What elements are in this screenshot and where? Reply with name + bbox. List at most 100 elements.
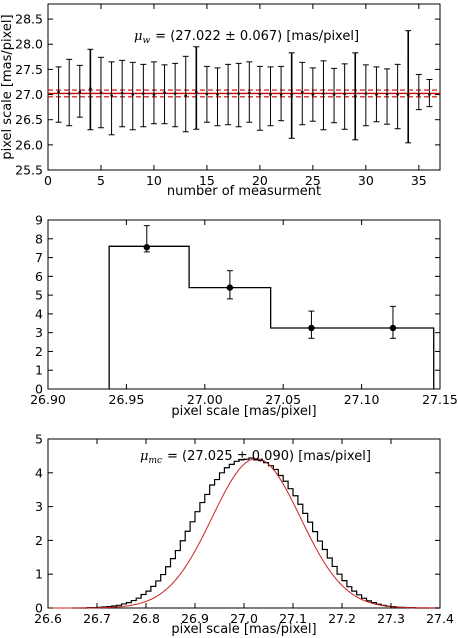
y-axis-title: pixel scale [mas/pixel] bbox=[0, 14, 15, 159]
data-point bbox=[184, 94, 188, 97]
y-tick-label: 28.5 bbox=[15, 12, 43, 27]
data-point bbox=[226, 284, 234, 291]
y-tick-label: 27.0 bbox=[15, 87, 43, 102]
y-tick-label: 9 bbox=[35, 213, 43, 228]
x-axis-ticks: 0 5 10 15 20 25 30 35 bbox=[44, 4, 427, 188]
data-point bbox=[353, 94, 357, 98]
mu-symbol: μ bbox=[140, 449, 148, 464]
x-tick-label: 27.05 bbox=[265, 392, 301, 407]
mu-subscript: mc bbox=[148, 456, 162, 466]
data-point bbox=[226, 92, 230, 95]
x-tick-label: 27.15 bbox=[422, 392, 458, 407]
y-axis-ticks: 0 1 2 3 4 5 6 7 8 9 bbox=[35, 213, 440, 397]
data-point bbox=[396, 93, 399, 96]
y-tick-label: 0 bbox=[35, 382, 43, 397]
data-point bbox=[385, 92, 389, 96]
data-point bbox=[417, 93, 421, 96]
x-tick-label: 27.1 bbox=[279, 611, 307, 626]
x-tick-label: 26.6 bbox=[34, 611, 62, 626]
x-tick-label: 26.8 bbox=[132, 611, 160, 626]
gaussian-fit-curve bbox=[48, 458, 440, 609]
data-point bbox=[57, 90, 60, 94]
x-tick-label: 26.95 bbox=[109, 392, 145, 407]
y-tick-label: 5 bbox=[35, 432, 43, 447]
x-tick-label: 27.4 bbox=[426, 611, 454, 626]
data-point bbox=[269, 93, 272, 96]
mean-annotation: μmc = (27.025 ± 0.090) [mas/pixel] bbox=[140, 449, 371, 466]
data-points bbox=[55, 30, 433, 144]
y-tick-label: 1 bbox=[35, 363, 43, 378]
data-point bbox=[152, 93, 156, 96]
data-point bbox=[143, 244, 150, 251]
panel-measurements: 0 5 10 15 20 25 30 35 25.526.026.527.027.528.02… bbox=[0, 3, 441, 199]
y-axis-ticks: 0 1 2 3 4 5 bbox=[35, 432, 440, 616]
data-point bbox=[195, 90, 198, 94]
y-tick-label: 28.0 bbox=[15, 37, 43, 52]
y-tick-label: 26.0 bbox=[15, 137, 43, 152]
x-tick-label: 27.3 bbox=[377, 611, 405, 626]
y-tick-label: 3 bbox=[35, 325, 43, 340]
data-point bbox=[300, 90, 304, 94]
y-tick-label: 5 bbox=[35, 288, 43, 303]
y-tick-label: 6 bbox=[35, 269, 43, 284]
mean-annotation: μw = (27.022 ± 0.067) [mas/pixel] bbox=[134, 29, 359, 46]
x-axis-title: pixel scale [mas/pixel] bbox=[171, 622, 316, 637]
mu-subscript: w bbox=[142, 36, 150, 46]
data-point bbox=[163, 91, 166, 94]
data-point bbox=[89, 87, 92, 90]
y-tick-label: 1 bbox=[35, 567, 43, 582]
data-point bbox=[279, 93, 283, 96]
data-point bbox=[364, 92, 368, 95]
mu-symbol: μ bbox=[134, 29, 142, 44]
y-tick-label: 0 bbox=[35, 601, 43, 616]
x-tick-label: 27.2 bbox=[328, 611, 356, 626]
x-tick-label: 27.0 bbox=[230, 611, 258, 626]
data-point bbox=[375, 93, 378, 96]
data-point bbox=[131, 93, 135, 96]
x-tick-label: 0 bbox=[44, 173, 52, 188]
data-point bbox=[120, 91, 124, 95]
data-point bbox=[216, 93, 219, 96]
data-point bbox=[406, 93, 410, 97]
data-point bbox=[99, 91, 103, 94]
x-tick-label: 26.9 bbox=[181, 611, 209, 626]
x-tick-label: 30 bbox=[358, 173, 374, 188]
x-tick-label: 27.00 bbox=[187, 392, 223, 407]
x-tick-label: 10 bbox=[146, 173, 162, 188]
y-tick-label: 4 bbox=[35, 465, 43, 480]
y-tick-label: 3 bbox=[35, 499, 43, 514]
x-tick-label: 35 bbox=[411, 173, 427, 188]
data-marks bbox=[108, 225, 435, 389]
panel-monte-carlo: 26.6 26.7 26.8 26.9 27.0 27.1 27.2 27.3 27.4 012… bbox=[34, 432, 454, 638]
data-point bbox=[428, 93, 431, 96]
y-tick-label: 2 bbox=[35, 533, 43, 548]
plot-frame bbox=[47, 219, 441, 390]
mean-value-text: = (27.025 ± 0.090) [mas/pixel] bbox=[167, 449, 371, 464]
plot-frame bbox=[47, 3, 441, 171]
x-tick-label: 26.90 bbox=[30, 392, 66, 407]
data-point bbox=[67, 92, 71, 95]
x-tick-label: 20 bbox=[252, 173, 268, 188]
data-point bbox=[142, 92, 145, 95]
data-point bbox=[78, 90, 82, 94]
x-axis-ticks: 26.90 26.95 27.00 27.05 27.10 27.15 bbox=[30, 220, 458, 407]
data-point bbox=[389, 324, 397, 332]
y-tick-label: 7 bbox=[35, 250, 43, 265]
x-axis-title: number of measurment bbox=[167, 184, 321, 199]
y-tick-label: 8 bbox=[35, 231, 43, 246]
data-point bbox=[237, 92, 241, 95]
y-tick-label: 25.5 bbox=[15, 163, 43, 178]
x-tick-label: 15 bbox=[199, 173, 215, 188]
x-axis-ticks: 26.6 26.7 26.8 26.9 27.0 27.1 27.2 27.3 27.4 bbox=[34, 439, 454, 626]
data-point bbox=[308, 324, 315, 332]
data-point bbox=[258, 92, 262, 96]
x-tick-label: 26.7 bbox=[83, 611, 111, 626]
step-histogram bbox=[72, 457, 440, 609]
panel-binned: 26.90 26.95 27.00 27.05 27.10 27.15 0 1 2 3 4 5 6 7 8… bbox=[30, 213, 458, 420]
data-point bbox=[332, 93, 336, 96]
x-tick-label: 27.10 bbox=[344, 392, 380, 407]
data-point bbox=[343, 92, 346, 96]
data-point bbox=[247, 91, 251, 95]
x-axis-title: pixel scale [mas/pixel] bbox=[171, 404, 316, 419]
